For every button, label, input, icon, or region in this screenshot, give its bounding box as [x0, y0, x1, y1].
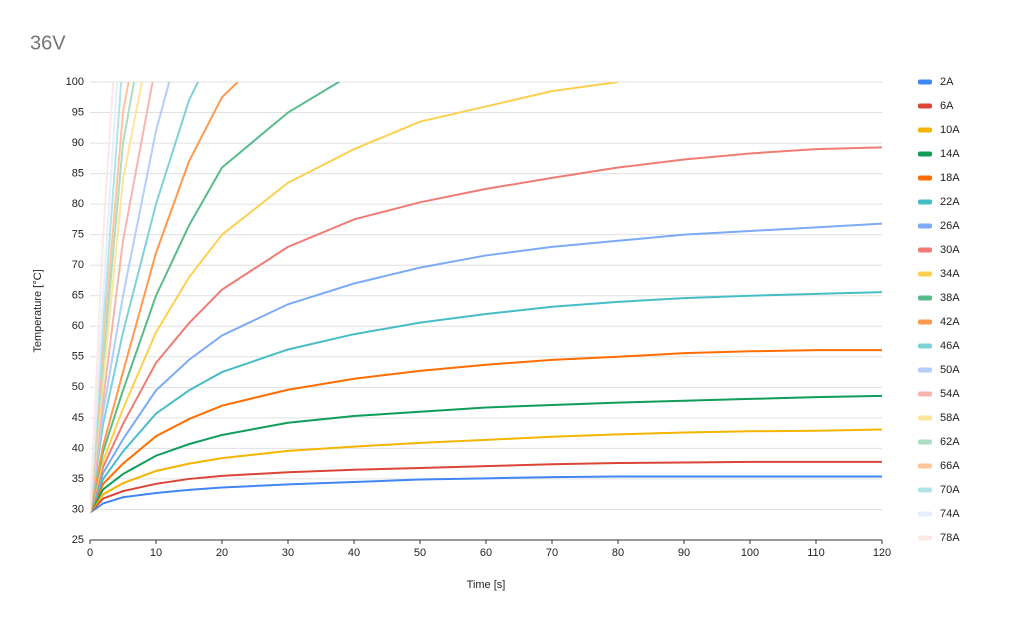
legend-label: 58A: [940, 412, 960, 424]
y-tick-label: 50: [72, 381, 84, 393]
series-line: [90, 349, 882, 513]
y-tick-label: 35: [72, 473, 84, 485]
legend-swatch: [918, 103, 932, 109]
legend-swatch: [918, 175, 932, 181]
legend-label: 2A: [940, 76, 954, 88]
legend-swatch: [918, 463, 932, 469]
legend-label: 6A: [940, 100, 954, 112]
series-line: [90, 222, 882, 513]
legend-label: 70A: [940, 484, 960, 496]
x-tick-label: 30: [282, 547, 294, 559]
series-line: [90, 428, 882, 514]
y-tick-label: 85: [72, 168, 84, 180]
x-tick-label: 110: [807, 547, 825, 559]
legend-label: 26A: [940, 220, 960, 232]
x-axis-label: Time [s]: [467, 579, 506, 591]
legend: 2A 6A 10A 14A 18A 22A 26A 30A 34A 38A 42A 46A 50A 54A…: [918, 76, 960, 544]
y-axis-label: Temperature [°C]: [32, 269, 44, 352]
grid: 25 30 35 40 45 50 55 60 65 70 75 80 85 90 95 100 0 10 20 30…: [66, 76, 892, 559]
series-line: [90, 146, 882, 513]
legend-swatch: [918, 223, 932, 229]
chart-title: 36V: [30, 32, 66, 54]
series-line: [90, 82, 200, 513]
legend-swatch: [918, 79, 932, 85]
legend-swatch: [918, 199, 932, 205]
x-tick-label: 90: [678, 547, 690, 559]
legend-label: 34A: [940, 268, 960, 280]
y-tick-label: 30: [72, 503, 84, 515]
legend-swatch: [918, 295, 932, 301]
legend-label: 10A: [940, 124, 960, 136]
y-tick-label: 100: [66, 76, 84, 88]
legend-swatch: [918, 319, 932, 325]
legend-label: 62A: [940, 436, 960, 448]
y-tick-label: 55: [72, 351, 84, 363]
y-tick-label: 70: [72, 259, 84, 271]
legend-label: 18A: [940, 172, 960, 184]
legend-swatch: [918, 487, 932, 493]
x-tick-label: 40: [348, 547, 360, 559]
y-tick-label: 95: [72, 106, 84, 118]
plot-area: [90, 82, 882, 514]
x-tick-label: 20: [216, 547, 228, 559]
series-line: [90, 82, 115, 513]
y-tick-label: 60: [72, 320, 84, 332]
x-tick-label: 0: [87, 547, 93, 559]
y-tick-label: 40: [72, 442, 84, 454]
x-tick-label: 60: [480, 547, 492, 559]
series-line: [90, 291, 882, 513]
legend-label: 14A: [940, 148, 960, 160]
y-tick-label: 65: [72, 290, 84, 302]
legend-swatch: [918, 535, 932, 541]
legend-label: 66A: [940, 460, 960, 472]
series-line: [90, 82, 341, 513]
x-tick-label: 10: [150, 547, 162, 559]
y-tick-label: 45: [72, 412, 84, 424]
y-tick-label: 75: [72, 229, 84, 241]
x-tick-label: 70: [546, 547, 558, 559]
legend-label: 78A: [940, 532, 960, 544]
legend-label: 46A: [940, 340, 960, 352]
x-tick-label: 120: [873, 547, 891, 559]
series-line: [90, 82, 619, 513]
series-line: [90, 394, 882, 514]
legend-label: 54A: [940, 388, 960, 400]
legend-swatch: [918, 127, 932, 133]
legend-swatch: [918, 511, 932, 517]
legend-label: 42A: [940, 316, 960, 328]
legend-swatch: [918, 151, 932, 157]
legend-label: 74A: [940, 508, 960, 520]
legend-swatch: [918, 343, 932, 349]
legend-label: 50A: [940, 364, 960, 376]
x-tick-label: 50: [414, 547, 426, 559]
legend-swatch: [918, 367, 932, 373]
y-tick-label: 25: [72, 534, 84, 546]
series-line: [90, 475, 882, 514]
legend-swatch: [918, 391, 932, 397]
legend-label: 22A: [940, 196, 960, 208]
legend-label: 30A: [940, 244, 960, 256]
legend-label: 38A: [940, 292, 960, 304]
y-tick-label: 90: [72, 137, 84, 149]
x-tick-label: 80: [612, 547, 624, 559]
legend-swatch: [918, 271, 932, 277]
series-line: [90, 82, 240, 513]
y-tick-label: 80: [72, 198, 84, 210]
legend-swatch: [918, 415, 932, 421]
x-tick-label: 100: [741, 547, 759, 559]
series-line: [90, 460, 882, 514]
legend-swatch: [918, 439, 932, 445]
legend-swatch: [918, 247, 932, 253]
